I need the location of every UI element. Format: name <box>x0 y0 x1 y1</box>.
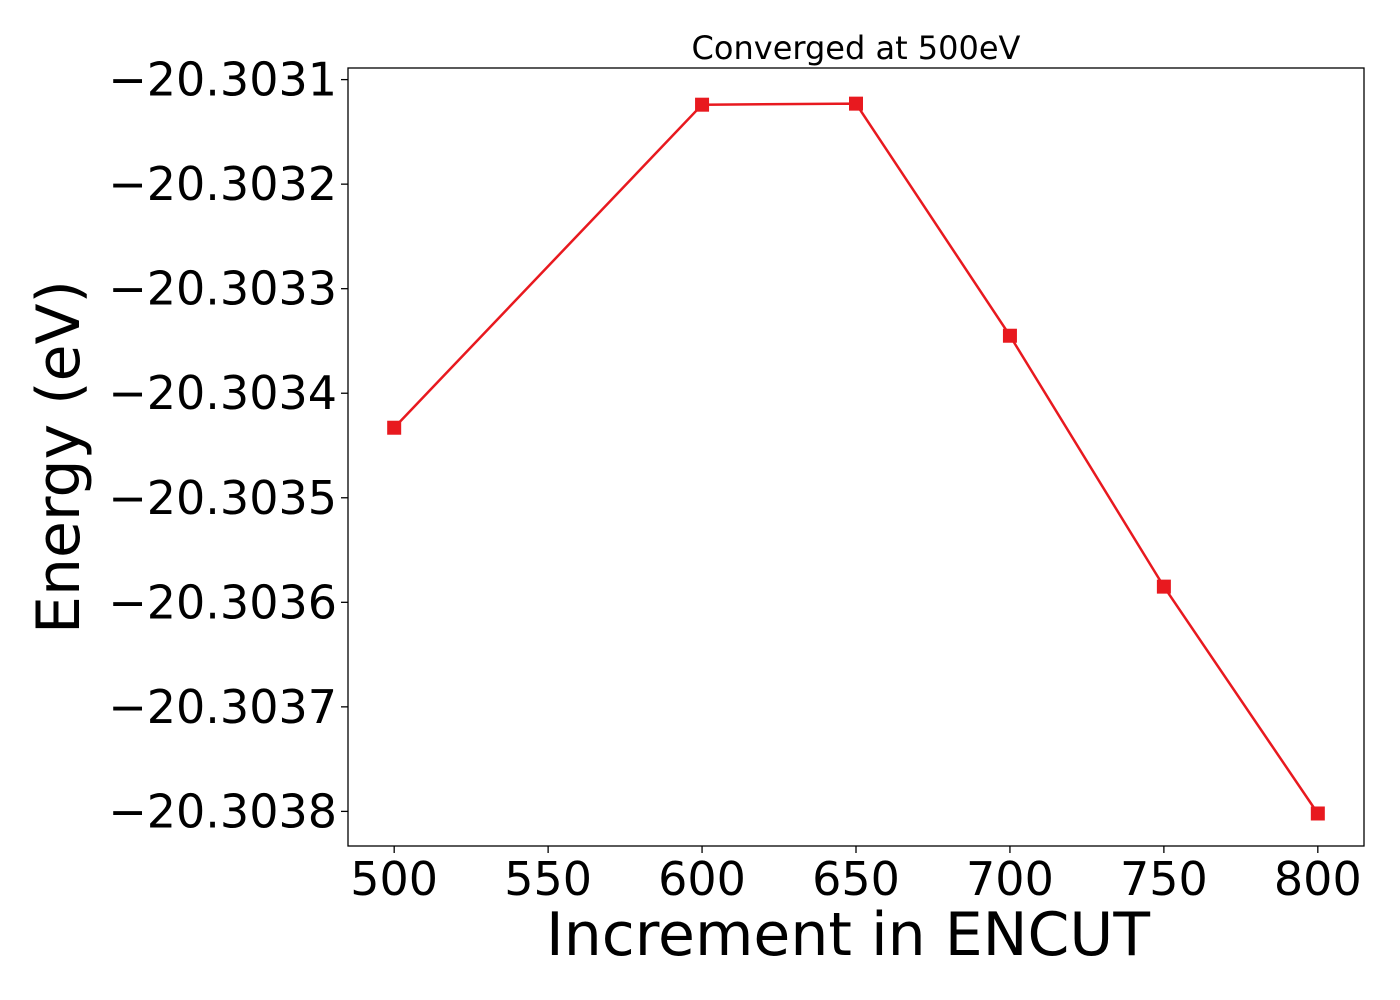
x-tick-label: 800 <box>1274 852 1362 906</box>
y-tick-label: −20.3038 <box>108 784 337 838</box>
axis-ticks: 500 550 600 650 700 750 800 −20.3031 −20.3032 −20… <box>108 53 1361 906</box>
data-point-marker <box>695 97 710 112</box>
y-tick-label: −20.3032 <box>108 157 337 211</box>
y-tick-label: −20.3034 <box>108 366 337 420</box>
y-tick-label: −20.3035 <box>108 471 337 525</box>
series-group <box>387 96 1325 821</box>
y-tick-label: −20.3036 <box>108 575 337 629</box>
y-tick-label: −20.3031 <box>108 53 337 107</box>
x-tick-label: 700 <box>966 852 1054 906</box>
chart-title: Converged at 500eV <box>692 29 1021 67</box>
x-tick-label: 550 <box>504 852 592 906</box>
x-axis-label: Increment in ENCUT <box>546 900 1150 970</box>
plot-area-frame <box>347 67 1365 847</box>
data-point-marker <box>1002 328 1017 343</box>
y-axis-label: Energy (eV) <box>24 280 94 634</box>
y-tick-label: −20.3037 <box>108 680 337 734</box>
x-tick-label: 750 <box>1120 852 1208 906</box>
data-point-marker <box>1310 806 1325 821</box>
y-tick-label: −20.3033 <box>108 262 337 316</box>
data-point-marker <box>849 96 863 111</box>
x-tick-label: 600 <box>658 852 746 906</box>
series-line <box>393 102 1319 815</box>
x-tick-label: 500 <box>350 852 438 906</box>
x-tick-label: 650 <box>812 852 900 906</box>
data-point-marker <box>1156 579 1171 594</box>
data-point-marker <box>387 420 402 435</box>
